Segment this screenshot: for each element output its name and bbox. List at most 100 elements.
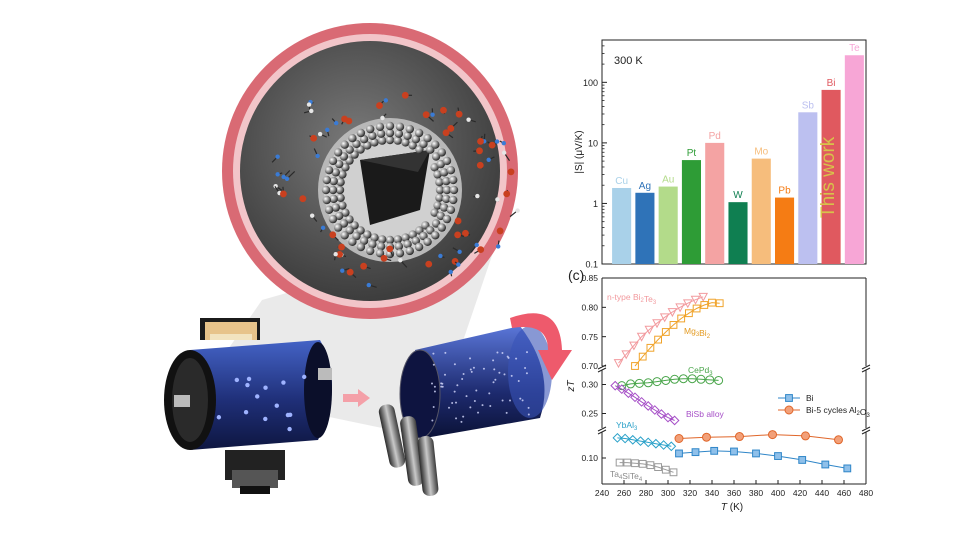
milling-ball (302, 374, 307, 380)
ligand-atom (501, 141, 506, 146)
label-ybal3: YbAl3 (616, 420, 638, 432)
ligand-atom (329, 231, 337, 239)
shell-atom (341, 208, 350, 217)
particle-dot (477, 411, 480, 414)
data-point (616, 384, 627, 395)
shell-atom (401, 138, 410, 147)
series-cepd3 (617, 374, 724, 391)
ligand-atom (383, 98, 389, 103)
shell-atom (356, 128, 366, 138)
ligand-atom (515, 208, 520, 213)
particle-dot (469, 368, 472, 371)
particle-dot (448, 406, 451, 409)
shell-atom (335, 159, 344, 169)
particle-dot (505, 411, 508, 414)
ligand-atom (507, 168, 515, 176)
x-tick-label: 480 (859, 488, 873, 498)
milling-ball (274, 403, 279, 408)
ligand-atom (306, 102, 312, 107)
particle-dot (521, 399, 524, 402)
shell-atom (340, 140, 349, 149)
series-bi (675, 446, 852, 473)
ligand-atom (338, 243, 345, 251)
particle-dot (509, 399, 512, 402)
ligand-atom (317, 131, 323, 137)
bar-label: Te (849, 43, 860, 54)
shell-atom (435, 193, 444, 202)
shell-atom (329, 176, 338, 186)
shell-atom (440, 168, 449, 177)
particle-dot (444, 351, 447, 354)
data-point (661, 328, 670, 336)
shell-atom (449, 185, 459, 195)
particle-dot (501, 352, 504, 355)
y-axis-label-zt: zT (566, 380, 577, 393)
data-point (730, 447, 738, 456)
shell-atom (366, 124, 375, 134)
label-cepd3: CePd3 (688, 365, 713, 377)
milling-ball (255, 394, 260, 399)
particle-dot (451, 401, 454, 404)
x-axis-label: T (K) (721, 502, 743, 513)
particle-dot (441, 385, 444, 388)
shell-atom (385, 128, 395, 138)
data-point (634, 378, 644, 388)
shell-atom (359, 135, 369, 144)
particle-dot (460, 420, 463, 423)
shell-atom (408, 230, 417, 239)
shell-atom (423, 237, 432, 246)
particle-dot (453, 390, 456, 393)
data-point (652, 377, 662, 387)
ligand-atom (448, 269, 453, 275)
shell-atom (430, 163, 439, 172)
particle-dot (496, 351, 499, 354)
particle-dot (493, 368, 496, 371)
shell-atom (375, 122, 385, 131)
data-point (654, 335, 663, 344)
shell-atom (431, 140, 440, 149)
ligand-atom (310, 134, 318, 142)
ligand-atom (475, 193, 480, 199)
y-tick-label: 0.75 (581, 332, 598, 342)
shell-atom (393, 235, 402, 244)
data-point (644, 325, 655, 335)
shell-atom (440, 203, 449, 212)
data-point (784, 405, 794, 415)
particle-dot (492, 359, 495, 362)
shell-atom (449, 175, 458, 185)
milling-ball (234, 377, 240, 383)
data-point (623, 458, 632, 467)
shell-atom (436, 211, 445, 221)
shell-atom (414, 242, 424, 252)
y-tick-label: 0.1 (585, 260, 598, 270)
ligand-atom (376, 102, 383, 109)
x-tick-label: 400 (771, 488, 785, 498)
milling-ball (243, 410, 249, 415)
ligand-atom (440, 106, 447, 114)
particle-dot (498, 371, 501, 374)
data-point (715, 299, 724, 308)
shell-atom (331, 203, 340, 212)
shell-atom (336, 178, 345, 187)
data-point (630, 392, 640, 403)
shell-atom (368, 240, 377, 249)
shell-atom (442, 194, 451, 204)
series-bisb-alloy (610, 380, 680, 426)
shell-atom (385, 235, 395, 245)
particle-dot (503, 373, 506, 376)
ligand-atom (430, 112, 435, 117)
data-point (674, 434, 684, 443)
particle-dot (510, 374, 513, 377)
data-point (692, 304, 701, 313)
axis-break-mark (861, 364, 871, 370)
shell-atom (370, 138, 379, 147)
data-point (663, 412, 673, 423)
ligand-atom (454, 217, 462, 225)
series-labels: n-type Bi2Te3 Mg3Bi2 CePd3 BiSb alloy YbAl3 T… (607, 292, 725, 483)
bar (681, 160, 701, 264)
particle-dot (440, 385, 443, 388)
ligand-atom (275, 172, 280, 177)
shell-atom (338, 170, 347, 179)
x-tick-label: 380 (749, 488, 763, 498)
data-point (646, 461, 655, 470)
